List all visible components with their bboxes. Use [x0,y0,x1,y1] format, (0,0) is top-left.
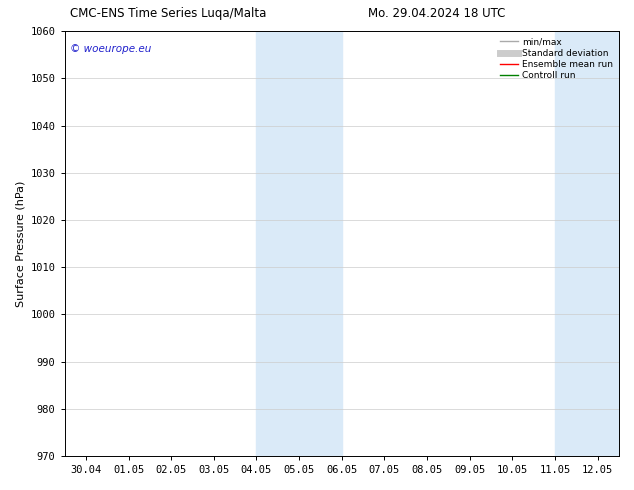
Y-axis label: Surface Pressure (hPa): Surface Pressure (hPa) [15,180,25,307]
Text: © woeurope.eu: © woeurope.eu [70,44,152,54]
Text: Mo. 29.04.2024 18 UTC: Mo. 29.04.2024 18 UTC [368,7,505,21]
Legend: min/max, Standard deviation, Ensemble mean run, Controll run: min/max, Standard deviation, Ensemble me… [498,36,614,82]
Bar [555,31,634,456]
Bar [257,31,342,456]
Text: CMC-ENS Time Series Luqa/Malta: CMC-ENS Time Series Luqa/Malta [70,7,266,21]
